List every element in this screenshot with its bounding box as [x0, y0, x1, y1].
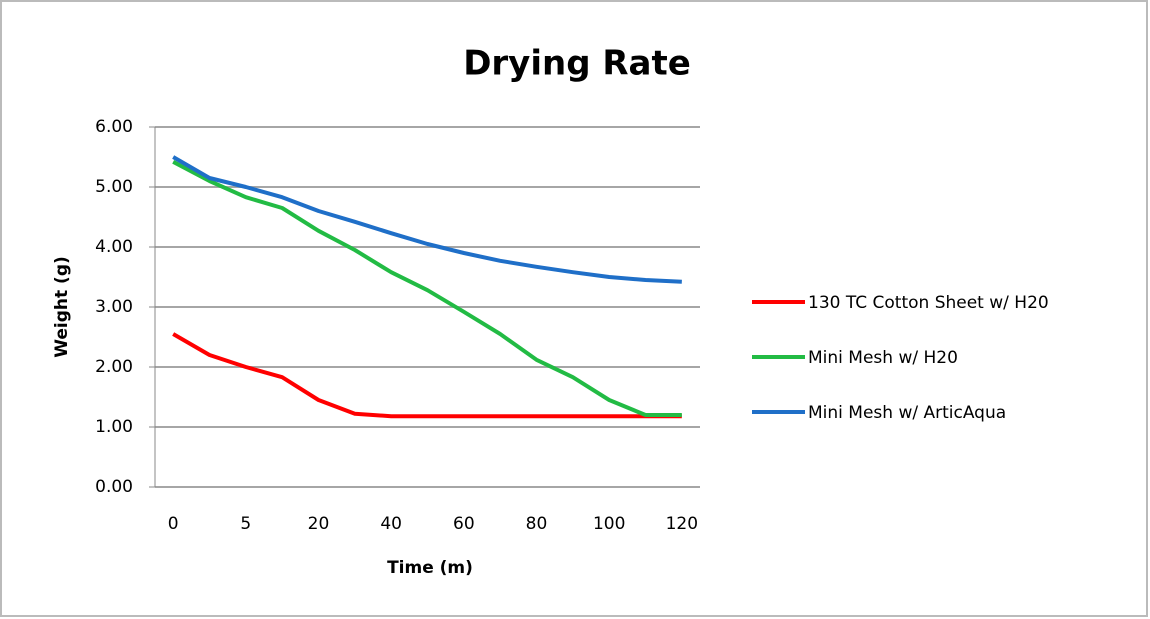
- y-axis-title: Weight (g): [52, 256, 72, 358]
- x-tick-label: 60: [453, 514, 475, 534]
- x-tick-label: 100: [593, 514, 625, 534]
- x-tick-label: 80: [526, 514, 548, 534]
- legend-label: Mini Mesh w/ ArticAqua: [808, 403, 1006, 423]
- x-axis-title: Time (m): [387, 558, 473, 578]
- x-tick-label: 5: [240, 514, 251, 534]
- y-tick-label: 5.00: [95, 177, 133, 197]
- y-tick-label: 6.00: [95, 117, 133, 137]
- y-tick-label: 3.00: [95, 297, 133, 317]
- x-tick-label: 0: [168, 514, 179, 534]
- y-tick-label: 2.00: [95, 357, 133, 377]
- series-line: [172, 160, 682, 417]
- x-tick-label: 40: [380, 514, 402, 534]
- legend-label: Mini Mesh w/ H20: [808, 348, 958, 368]
- chart-title: Drying Rate: [463, 44, 691, 84]
- y-tick-label: 1.00: [95, 417, 133, 437]
- y-tick-label: 4.00: [95, 237, 133, 257]
- x-tick-label: 20: [308, 514, 330, 534]
- y-tick-label: 0.00: [95, 477, 133, 497]
- x-tick-label: 120: [666, 514, 698, 534]
- series-line: [172, 155, 682, 284]
- legend-label: 130 TC Cotton Sheet w/ H20: [808, 293, 1049, 313]
- series-line: [172, 332, 682, 419]
